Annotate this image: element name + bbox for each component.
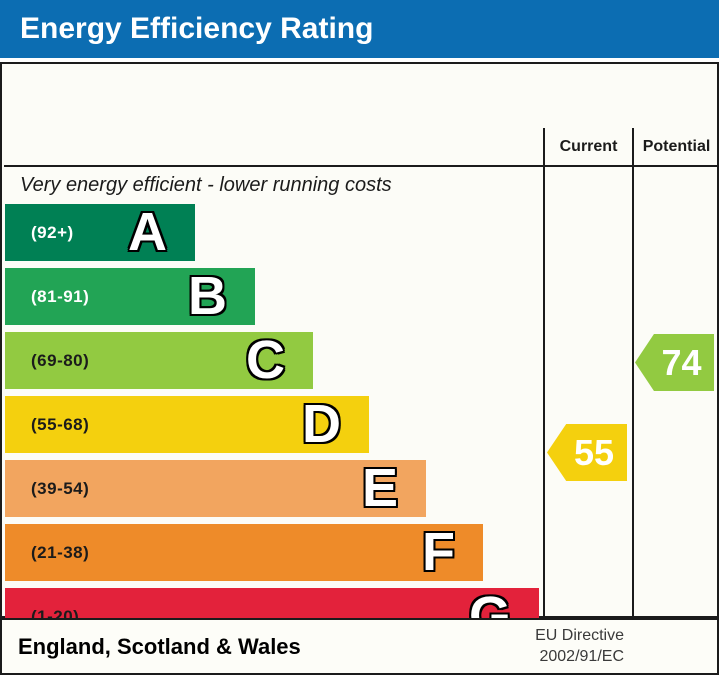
column-divider-current bbox=[543, 128, 545, 675]
band-range-D: (55-68) bbox=[31, 414, 90, 434]
band-bar-A: (92+) A bbox=[5, 204, 195, 261]
column-divider-potential bbox=[632, 128, 634, 675]
band-range-A: (92+) bbox=[31, 222, 74, 242]
caption-very-efficient: Very energy efficient - lower running co… bbox=[20, 174, 392, 196]
band-range-B: (81-91) bbox=[31, 286, 90, 306]
header-rule bbox=[4, 165, 719, 167]
potential-rating-arrow: 74 bbox=[635, 334, 714, 391]
band-letter-C: C bbox=[246, 330, 285, 390]
band-bar-C: (69-80) C bbox=[5, 332, 313, 389]
band-letter-A: A bbox=[128, 202, 167, 262]
potential-rating-value: 74 bbox=[661, 341, 702, 383]
column-header-potential: Potential bbox=[642, 138, 711, 155]
current-rating-arrow: 55 bbox=[547, 424, 627, 481]
footer-region-label: England, Scotland & Wales bbox=[18, 634, 301, 659]
band-bar-F: (21-38) F bbox=[5, 524, 483, 581]
band-bar-E: (39-54) E bbox=[5, 460, 426, 517]
band-row-B: (81-91) B bbox=[5, 268, 541, 325]
band-row-A: (92+) A bbox=[5, 204, 541, 261]
page-title: Energy Efficiency Rating bbox=[0, 0, 719, 58]
footer: England, Scotland & Wales EU Directive 2… bbox=[0, 618, 719, 675]
band-letter-E: E bbox=[361, 458, 398, 518]
eu-directive-line2: 2002/91/EC bbox=[539, 648, 624, 665]
band-row-D: (55-68) D bbox=[5, 396, 541, 453]
band-range-E: (39-54) bbox=[31, 478, 90, 498]
band-row-F: (21-38) F bbox=[5, 524, 541, 581]
band-letter-F: F bbox=[422, 522, 455, 582]
rating-bands: (92+) A (81-91) B (69-80) C (55-68) D (39-54) E (2… bbox=[5, 204, 541, 646]
band-range-F: (21-38) bbox=[31, 542, 90, 562]
band-letter-B: B bbox=[188, 266, 227, 326]
eu-directive-line1: EU Directive bbox=[535, 627, 624, 644]
column-header-current: Current bbox=[559, 138, 618, 155]
rating-table: Current Potential Very energy efficient … bbox=[0, 62, 719, 675]
band-letter-D: D bbox=[302, 394, 341, 454]
band-range-C: (69-80) bbox=[31, 350, 90, 370]
band-row-E: (39-54) E bbox=[5, 460, 541, 517]
band-row-C: (69-80) C bbox=[5, 332, 541, 389]
current-rating-value: 55 bbox=[573, 431, 615, 473]
band-bar-D: (55-68) D bbox=[5, 396, 369, 453]
band-bar-B: (81-91) B bbox=[5, 268, 255, 325]
eu-directive-label: EU Directive 2002/91/EC bbox=[535, 625, 624, 667]
